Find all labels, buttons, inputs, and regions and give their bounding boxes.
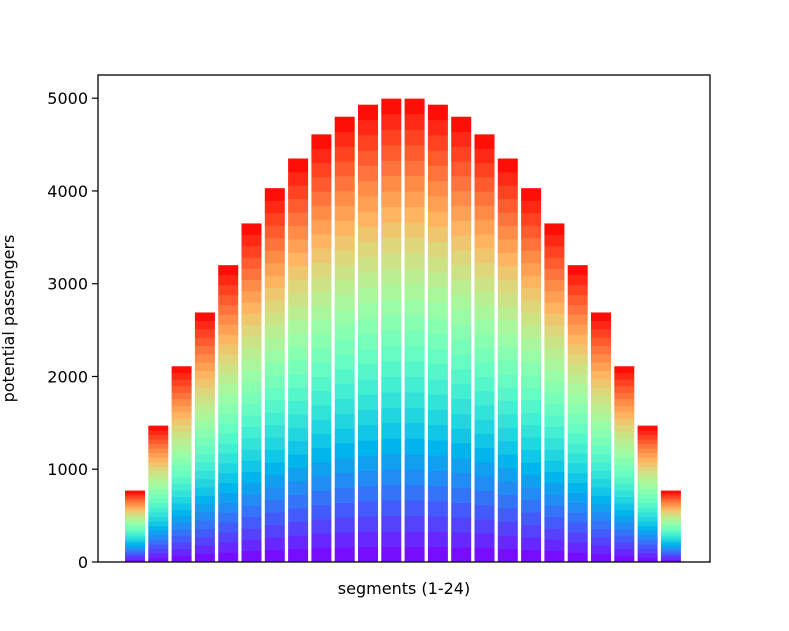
bar-6: [241, 223, 262, 563]
bar-19: [544, 223, 565, 563]
bar-3: [171, 366, 192, 563]
bar-1: [125, 490, 145, 563]
bar-24: [660, 490, 681, 563]
y-tick-label-2000: 2000: [47, 367, 88, 386]
bar-7: [264, 188, 285, 563]
y-tick-label-3000: 3000: [47, 275, 88, 294]
y-axis-ticks: 0 1000 2000 3000 4000 5000: [47, 89, 98, 572]
bar-8: [288, 158, 309, 563]
bar-18: [521, 188, 542, 563]
bar-2: [148, 425, 169, 563]
y-tick-label-4000: 4000: [47, 182, 88, 201]
bar-17: [497, 158, 518, 563]
bar-22: [614, 366, 635, 563]
y-axis-label: potential passengers: [0, 235, 18, 403]
bar-14: [427, 104, 448, 563]
bar-15: [451, 116, 472, 563]
x-axis-label: segments (1-24): [338, 579, 470, 598]
y-tick-label-1000: 1000: [47, 460, 88, 479]
bar-21: [591, 312, 611, 563]
y-tick-label-5000: 5000: [47, 89, 88, 108]
y-tick-label-0: 0: [78, 553, 88, 572]
bar-20: [567, 265, 588, 563]
bars-group: [125, 98, 681, 563]
bar-5: [218, 265, 239, 563]
bar-4: [194, 312, 215, 563]
bar-9: [311, 134, 332, 563]
plot-frame: [97, 74, 711, 563]
bar-11: [358, 104, 378, 563]
bar-12: [381, 98, 402, 563]
bar-23: [637, 425, 658, 563]
bar-13: [404, 98, 425, 563]
bar-10: [334, 116, 355, 563]
bar-16: [474, 134, 495, 563]
